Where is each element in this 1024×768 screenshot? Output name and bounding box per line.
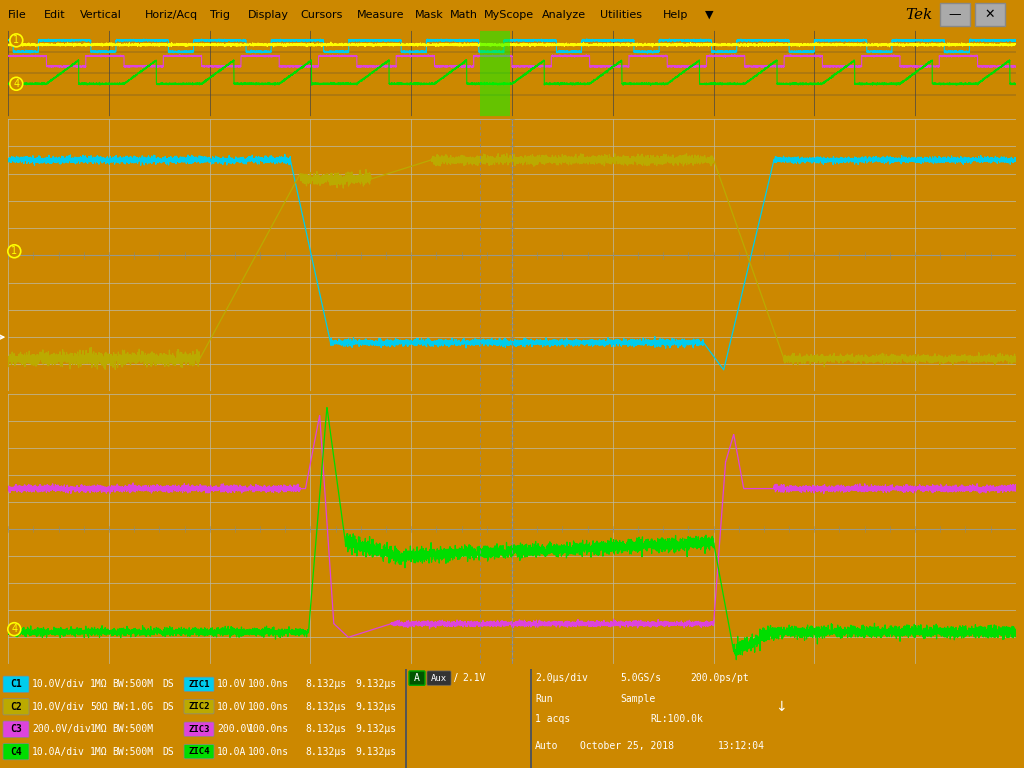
Text: 10.0A: 10.0A: [217, 746, 247, 756]
FancyBboxPatch shape: [184, 744, 214, 759]
Text: 8.132μs: 8.132μs: [305, 702, 346, 712]
Text: 1 acqs: 1 acqs: [535, 714, 570, 724]
Text: 1MΩ: 1MΩ: [90, 724, 108, 734]
Text: Measure: Measure: [357, 9, 404, 20]
Text: DS: DS: [162, 679, 174, 689]
Text: 10.0V/div: 10.0V/div: [32, 679, 85, 689]
FancyBboxPatch shape: [3, 721, 29, 737]
Text: 100.0ns: 100.0ns: [248, 724, 289, 734]
Text: 200.0ps/pt: 200.0ps/pt: [690, 673, 749, 683]
Text: 100.0ns: 100.0ns: [248, 702, 289, 712]
Text: 4: 4: [13, 79, 19, 89]
Text: Vertical: Vertical: [80, 9, 122, 20]
Text: MyScope: MyScope: [484, 9, 535, 20]
Text: 10.0V: 10.0V: [217, 702, 247, 712]
Text: 1: 1: [11, 247, 17, 257]
Bar: [0, 666, 1024, 669]
Text: Horiz/Acq: Horiz/Acq: [145, 9, 198, 20]
Text: 1: 1: [13, 35, 19, 45]
Text: October 25, 2018: October 25, 2018: [580, 740, 674, 750]
FancyBboxPatch shape: [184, 722, 214, 737]
FancyBboxPatch shape: [184, 677, 214, 691]
Text: C1: C1: [10, 679, 22, 689]
Text: 50Ω: 50Ω: [90, 702, 108, 712]
Bar: [406, 669, 407, 768]
Text: Run: Run: [535, 694, 553, 703]
Text: RL:100.0k: RL:100.0k: [650, 714, 702, 724]
Text: —: —: [949, 8, 962, 21]
Text: 10.0A/div: 10.0A/div: [32, 746, 85, 756]
Text: BW:500M: BW:500M: [112, 746, 154, 756]
FancyBboxPatch shape: [427, 671, 451, 685]
Text: Cursors: Cursors: [300, 9, 342, 20]
Text: 9.132μs: 9.132μs: [355, 702, 396, 712]
Text: Sample: Sample: [620, 694, 655, 703]
Text: 2.0μs/div: 2.0μs/div: [535, 673, 588, 683]
Text: Edit: Edit: [44, 9, 66, 20]
FancyBboxPatch shape: [3, 743, 29, 760]
Text: BW:500M: BW:500M: [112, 724, 154, 734]
Text: C3: C3: [10, 724, 22, 734]
Text: ZIC4: ZIC4: [188, 747, 210, 756]
Text: 8.132μs: 8.132μs: [305, 679, 346, 689]
FancyBboxPatch shape: [3, 699, 29, 715]
Text: C4: C4: [10, 746, 22, 756]
Text: ZIC1: ZIC1: [188, 680, 210, 689]
Text: 8.132μs: 8.132μs: [305, 746, 346, 756]
Text: 200.0V: 200.0V: [217, 724, 252, 734]
Text: 2.1V: 2.1V: [462, 673, 485, 683]
Text: ✕: ✕: [985, 8, 995, 21]
Text: Utilities: Utilities: [600, 9, 642, 20]
Text: DS: DS: [162, 746, 174, 756]
Text: 200.0V/div: 200.0V/div: [32, 724, 91, 734]
Text: 13:12:04: 13:12:04: [718, 740, 765, 750]
FancyBboxPatch shape: [3, 676, 29, 693]
FancyBboxPatch shape: [409, 671, 425, 685]
Text: ZIC3: ZIC3: [188, 725, 210, 733]
Text: /: /: [454, 673, 458, 683]
Text: ZIC2: ZIC2: [188, 702, 210, 711]
Text: Analyze: Analyze: [542, 9, 586, 20]
Bar: [480, 30, 510, 117]
Text: 100.0ns: 100.0ns: [248, 679, 289, 689]
Text: 9.132μs: 9.132μs: [355, 746, 396, 756]
Text: 8.132μs: 8.132μs: [305, 724, 346, 734]
Text: Tek: Tek: [905, 8, 932, 22]
Text: Trig: Trig: [210, 9, 230, 20]
Text: BW:500M: BW:500M: [112, 679, 154, 689]
Text: 10.0V/div: 10.0V/div: [32, 702, 85, 712]
Text: Help: Help: [663, 9, 688, 20]
Text: 5.0GS/s: 5.0GS/s: [620, 673, 662, 683]
Text: ▼: ▼: [705, 9, 714, 20]
Text: 1MΩ: 1MΩ: [90, 746, 108, 756]
Text: BW:1.0G: BW:1.0G: [112, 702, 154, 712]
Text: A: A: [414, 673, 420, 683]
Text: File: File: [8, 9, 27, 20]
Text: 10.0V: 10.0V: [217, 679, 247, 689]
Text: 9.132μs: 9.132μs: [355, 679, 396, 689]
Text: 9.132μs: 9.132μs: [355, 724, 396, 734]
Text: Auto: Auto: [535, 740, 558, 750]
Text: Math: Math: [450, 9, 478, 20]
FancyBboxPatch shape: [184, 700, 214, 714]
Text: ↓: ↓: [775, 700, 786, 713]
Text: C2: C2: [10, 702, 22, 712]
Bar: [975, 3, 1005, 26]
Text: Display: Display: [248, 9, 289, 20]
Text: 4: 4: [11, 624, 17, 634]
Bar: [940, 3, 970, 26]
Text: 1MΩ: 1MΩ: [90, 679, 108, 689]
Text: 100.0ns: 100.0ns: [248, 746, 289, 756]
Text: Mask: Mask: [415, 9, 443, 20]
Text: Aux: Aux: [431, 674, 447, 683]
Text: DS: DS: [162, 702, 174, 712]
Bar: [530, 669, 532, 768]
